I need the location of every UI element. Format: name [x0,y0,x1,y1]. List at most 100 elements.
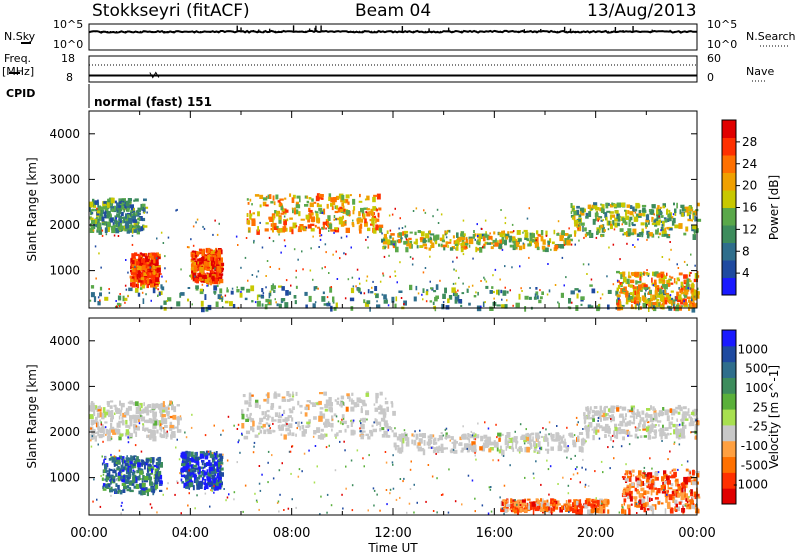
velocity-echo-cell [671,490,675,494]
velocity-echo-cell [591,414,595,420]
power-echo-cell [473,230,475,233]
velocity-scatter-cell [414,430,416,433]
velocity-echo-cell [573,499,576,503]
velocity-echo-cell [696,481,699,485]
power-echo-cell [345,199,348,203]
velocity-echo-region [180,450,224,491]
velocity-echo-cell [504,508,508,513]
power-scatter-cell [165,280,167,283]
power-echo-cell [206,260,209,264]
power-echo-cell [534,242,539,249]
power-echo-cell [429,300,433,303]
velocity-echo-cell [438,435,443,441]
velocity-scatter-cell [298,468,301,471]
velocity-echo-cell [214,477,217,480]
power-echo-cell [656,273,661,278]
velocity-echo-cell [217,483,222,488]
power-echo-cell [327,215,331,221]
power-echo-cell [118,215,123,220]
power-echo-cell [193,262,196,268]
power-scatter-cell [574,243,576,246]
velocity-echo-cell [110,479,112,485]
velocity-echo-cell [129,420,133,427]
power-echo-cell [131,228,134,234]
power-echo-cell [476,247,480,251]
velocity-echo-cell [473,433,477,438]
power-echo-cell [644,299,649,304]
velocity-echo-cell [158,474,163,480]
power-echo-cell [696,271,699,275]
velocity-echo-cell [563,449,568,453]
velocity-scatter-cell [471,434,474,437]
power-echo-cell [124,228,128,232]
power-echo-cell [153,284,158,290]
power-echo-cell [430,287,433,290]
velocity-scatter-cell [474,438,477,441]
velocity-scatter-cell [138,422,141,425]
power-echo-cell [611,202,614,206]
power-scatter-cell [155,257,158,260]
velocity-echo-cell [180,467,184,473]
power-echo-cell [133,279,138,283]
velocity-echo-cell [148,476,152,480]
velocity-scatter-cell [587,424,590,427]
velocity-scatter-cell [92,500,94,503]
velocity-scatter-cell [487,512,490,515]
velocity-echo-cell [604,434,607,438]
velocity-echo-cell [280,433,283,436]
power-echo-cell [218,257,223,263]
power-echo-cell [151,280,156,286]
velocity-echo-cell [575,509,580,515]
velocity-echo-cell [379,391,383,396]
power-echo-cell [554,244,559,250]
power-scatter-cell [283,239,286,242]
velocity-echo-cell [109,400,114,403]
velocity-echo-cell [583,420,586,425]
velocity-echo-cell [689,500,694,505]
velocity-echo-cell [472,448,477,453]
power-echo-cell [341,202,344,207]
power-echo-cell [377,212,380,218]
power-echo-cell [192,275,195,281]
power-scatter-cell [632,244,634,246]
power-echo-cell [625,296,628,302]
power-echo-cell [679,209,682,215]
power-echo-cell [534,293,537,298]
velocity-echo-cell [187,457,190,463]
velocity-echo-cell [171,404,174,411]
power-scatter-cell [683,300,685,303]
power-echo-cell [589,232,592,237]
power-echo-cell [375,293,379,299]
power-echo-cell [214,252,217,255]
velocity-echo-cell [654,418,657,421]
power-echo-cell [428,230,431,234]
power-echo-cell [269,216,274,222]
velocity-scatter-cell [540,483,542,486]
power-echo-cell [341,194,345,201]
power-echo-cell [133,207,135,211]
power-echo-cell [491,290,495,294]
velocity-echo-cell [443,447,448,450]
velocity-scatter-cell [90,445,93,448]
velocity-echo-cell [594,426,597,431]
velocity-echo-cell [632,406,636,410]
velocity-echo-cell [313,430,317,435]
velocity-echo-cell [662,432,666,436]
power-scatter-cell [116,305,118,308]
power-echo-cell [95,216,99,223]
velocity-echo-cell [127,473,132,477]
velocity-echo-cell [145,458,149,464]
velocity-echo-cell [636,409,639,416]
velocity-echo-cell [154,478,159,485]
power-echo-cell [677,294,682,300]
power-echo-cell [105,207,109,211]
power-echo-cell [633,298,637,305]
power-scatter-cell [321,267,323,270]
velocity-echo-cell [381,434,386,438]
power-echo-cell [126,229,130,234]
power-echo-cell [97,202,99,208]
power-echo-cell [130,270,133,276]
velocity-echo-cell [331,415,334,422]
power-echo-cell [279,198,284,201]
power-echo-cell [463,233,466,236]
